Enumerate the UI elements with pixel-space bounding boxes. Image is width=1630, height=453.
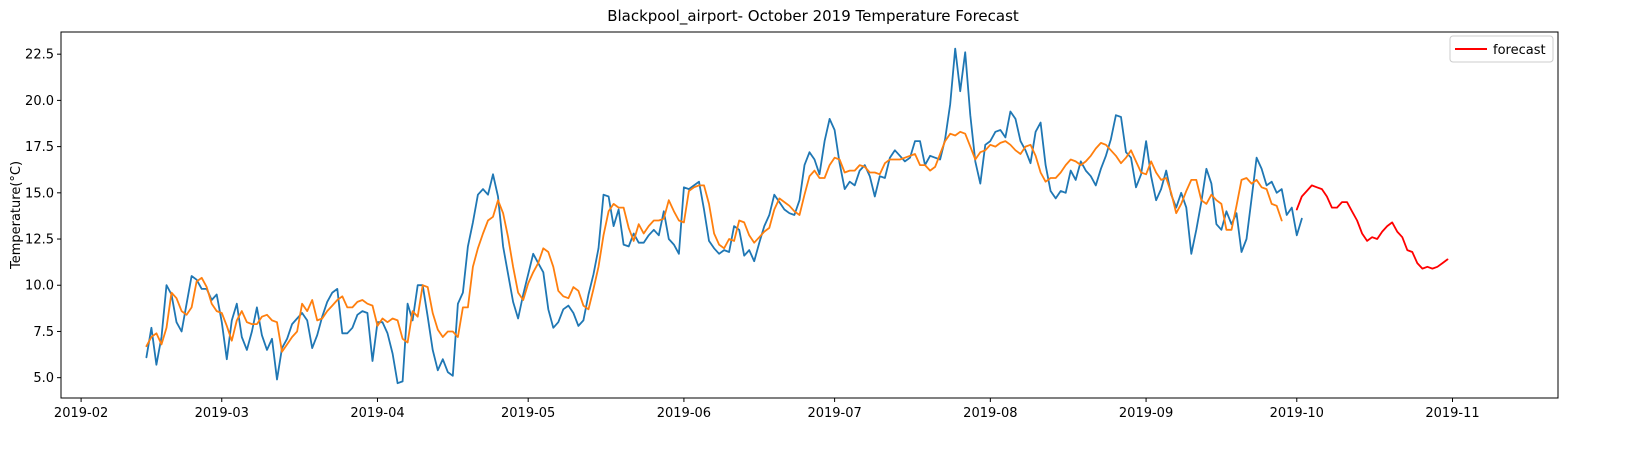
legend-forecast-label: forecast xyxy=(1493,43,1546,58)
legend-box xyxy=(1449,35,1554,63)
x-tick-label: 2019-03 xyxy=(195,406,249,421)
x-tick-label: 2019-05 xyxy=(501,406,555,421)
x-tick-label: 2019-09 xyxy=(1119,406,1173,421)
y-tick-label: 22.5 xyxy=(25,48,54,63)
plot-frame xyxy=(60,31,1559,399)
y-tick-label: 10.0 xyxy=(25,279,54,294)
series-group xyxy=(145,47,1449,385)
y-tick-label: 15.0 xyxy=(25,186,54,201)
y-tick-label: 12.5 xyxy=(25,233,54,248)
x-tick-label: 2019-06 xyxy=(657,406,711,421)
x-tick-label: 2019-02 xyxy=(54,406,108,421)
x-tick-label: 2019-07 xyxy=(807,406,861,421)
x-tick-label: 2019-08 xyxy=(963,406,1017,421)
x-tick-label: 2019-10 xyxy=(1270,406,1324,421)
y-axis: 5.0 7.5 10.0 12.5 15.0 17.5 20.0 22.5 xyxy=(25,48,61,386)
x-axis: 2019-02 2019-03 2019-04 2019-05 2019-06 2019-… xyxy=(54,398,1480,421)
y-tick-label: 17.5 xyxy=(25,140,54,155)
legend: forecast xyxy=(1449,35,1554,63)
y-tick-label: 20.0 xyxy=(25,94,54,109)
y-tick-label: 7.5 xyxy=(33,325,54,340)
y-axis-label: Temperature(°C) xyxy=(9,161,24,270)
x-tick-label: 2019-04 xyxy=(350,406,404,421)
series-line-forecast xyxy=(1295,184,1449,270)
y-tick-label: 5.0 xyxy=(33,371,54,386)
series-line-observed xyxy=(145,47,1303,385)
series-line-smoothed xyxy=(145,130,1283,353)
chart-title: Blackpool_airport- October 2019 Temperat… xyxy=(607,7,1019,26)
x-tick-label: 2019-11 xyxy=(1425,406,1479,421)
